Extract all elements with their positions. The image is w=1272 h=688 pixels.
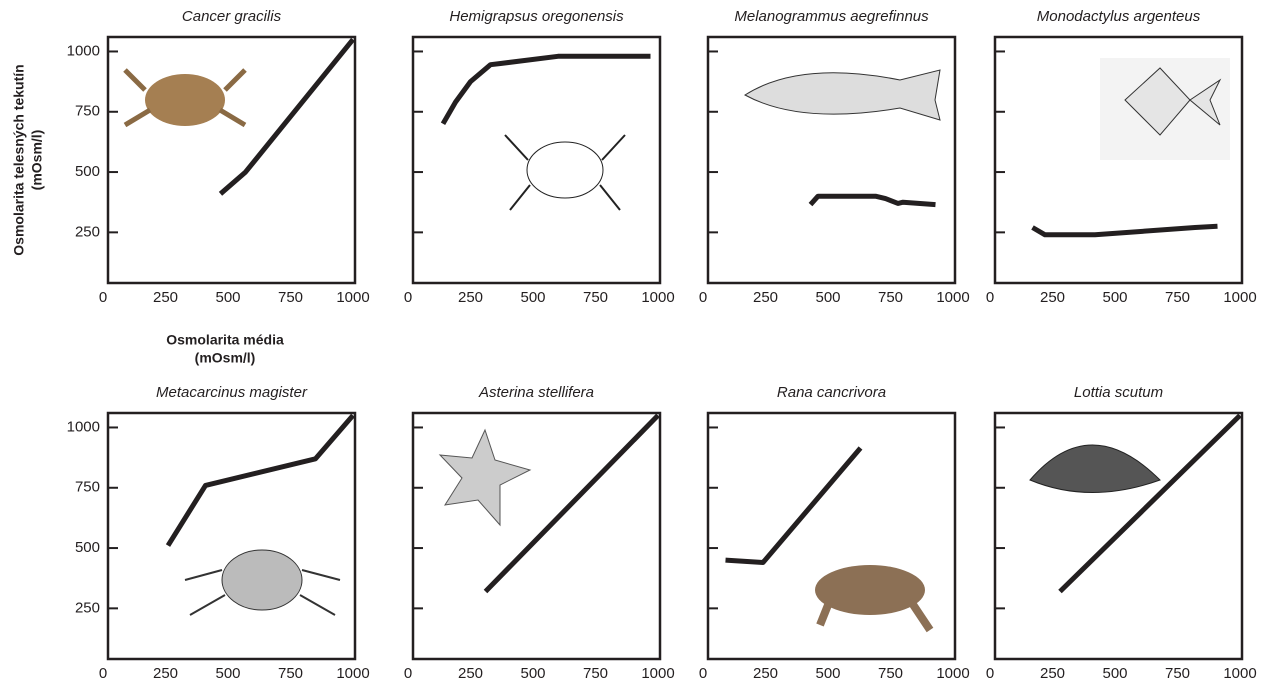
- data-line: [811, 196, 936, 204]
- plot-frame: [108, 413, 355, 659]
- x-axis-label: (mOsm/l): [195, 350, 256, 366]
- x-tick-label: 1000: [1223, 665, 1256, 682]
- x-tick-label: 1000: [936, 665, 969, 682]
- x-tick-label: 750: [1165, 665, 1190, 682]
- x-tick-label: 750: [583, 665, 608, 682]
- panel-title: Metacarcinus magister: [156, 384, 308, 401]
- x-tick-label: 500: [1102, 289, 1127, 306]
- x-tick-label: 500: [520, 665, 545, 682]
- x-tick-label: 250: [458, 289, 483, 306]
- x-tick-label: 0: [404, 289, 412, 306]
- x-tick-label: 0: [404, 665, 412, 682]
- panel-title: Lottia scutum: [1074, 384, 1163, 401]
- x-tick-label: 1000: [641, 665, 674, 682]
- crab-illustration: [185, 550, 340, 615]
- x-tick-label: 250: [458, 665, 483, 682]
- x-tick-label: 0: [986, 665, 994, 682]
- x-tick-label: 0: [699, 665, 707, 682]
- plot-frame: [708, 413, 955, 659]
- panel-title: Monodactylus argenteus: [1037, 8, 1201, 25]
- shell-illustration: [1030, 445, 1160, 493]
- x-tick-label: 0: [699, 289, 707, 306]
- crab-illustration: [505, 135, 625, 210]
- x-tick-label: 250: [753, 665, 778, 682]
- x-tick-label: 250: [1040, 665, 1065, 682]
- x-tick-label: 750: [878, 665, 903, 682]
- y-tick-label: 1000: [67, 42, 100, 59]
- x-tick-label: 500: [1102, 665, 1127, 682]
- y-axis-label: (mOsm/l): [29, 130, 45, 191]
- data-line: [443, 56, 651, 124]
- panel-title: Asterina stellifera: [478, 384, 594, 401]
- y-tick-label: 750: [75, 103, 100, 120]
- fish-illustration: [1100, 58, 1230, 160]
- x-tick-label: 1000: [336, 289, 369, 306]
- x-axis-label: Osmolarita média: [166, 332, 284, 348]
- x-tick-label: 250: [1040, 289, 1065, 306]
- plot-frame: [108, 37, 355, 283]
- x-tick-label: 500: [215, 289, 240, 306]
- y-tick-label: 500: [75, 163, 100, 180]
- data-line: [221, 39, 354, 193]
- x-tick-label: 500: [815, 289, 840, 306]
- x-tick-label: 0: [99, 289, 107, 306]
- x-tick-label: 750: [583, 289, 608, 306]
- x-tick-label: 500: [815, 665, 840, 682]
- data-line: [486, 415, 659, 591]
- x-tick-label: 750: [878, 289, 903, 306]
- panel-title: Melanogrammus aegrefinnus: [734, 8, 929, 25]
- data-line: [1060, 415, 1240, 591]
- x-tick-label: 1000: [336, 665, 369, 682]
- x-tick-label: 500: [520, 289, 545, 306]
- y-tick-label: 250: [75, 599, 100, 616]
- x-tick-label: 750: [1165, 289, 1190, 306]
- x-tick-label: 250: [753, 289, 778, 306]
- data-line: [1033, 226, 1218, 235]
- data-line: [168, 415, 353, 545]
- y-tick-label: 750: [75, 479, 100, 496]
- x-tick-label: 1000: [1223, 289, 1256, 306]
- panel-title: Rana cancrivora: [777, 384, 886, 401]
- crab-illustration: [125, 70, 245, 126]
- x-tick-label: 500: [215, 665, 240, 682]
- x-tick-label: 250: [153, 289, 178, 306]
- y-tick-label: 500: [75, 539, 100, 556]
- starfish-illustration: [440, 430, 530, 525]
- x-tick-label: 0: [986, 289, 994, 306]
- panel-title: Cancer gracilis: [182, 8, 282, 25]
- x-tick-label: 1000: [641, 289, 674, 306]
- frog-illustration: [815, 565, 930, 630]
- panel-title: Hemigrapsus oregonensis: [449, 8, 624, 25]
- plot-frame: [413, 37, 660, 283]
- x-tick-label: 750: [278, 289, 303, 306]
- x-tick-label: 0: [99, 665, 107, 682]
- y-axis-label: Osmolarita telesných tekutín: [11, 64, 27, 255]
- fish-illustration: [745, 70, 940, 120]
- figure: Osmolarita telesných tekutín (mOsm/l) Os…: [0, 0, 1272, 688]
- x-tick-label: 1000: [936, 289, 969, 306]
- x-tick-label: 250: [153, 665, 178, 682]
- y-tick-label: 250: [75, 223, 100, 240]
- y-tick-label: 1000: [67, 418, 100, 435]
- data-line: [726, 448, 861, 563]
- x-tick-label: 750: [278, 665, 303, 682]
